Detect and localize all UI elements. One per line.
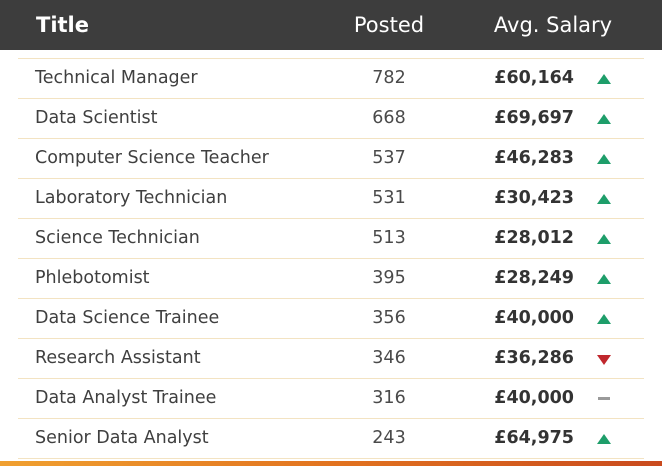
table-row[interactable]: Computer Science Teacher 537 £46,283 xyxy=(18,139,644,179)
job-title: Data Science Trainee xyxy=(35,308,220,328)
table-row[interactable]: Science Technician 513 £28,012 xyxy=(18,219,644,259)
column-header-posted[interactable]: Posted xyxy=(353,13,425,37)
job-title: Data Analyst Trainee xyxy=(35,388,217,408)
table-row[interactable]: Phlebotomist 395 £28,249 xyxy=(18,259,644,299)
avg-salary: £64,975 xyxy=(494,428,574,448)
job-title: Research Assistant xyxy=(35,348,201,368)
trend-indicator xyxy=(594,259,614,298)
posted-count: 531 xyxy=(372,188,406,208)
dash-icon xyxy=(598,397,610,400)
jobs-table: Technical Manager 782 £60,164 Data Scien… xyxy=(18,58,644,459)
table-row[interactable]: Data Science Trainee 356 £40,000 xyxy=(18,299,644,339)
posted-count: 537 xyxy=(372,148,406,168)
trend-indicator xyxy=(594,299,614,338)
avg-salary: £40,000 xyxy=(494,308,574,328)
job-title: Technical Manager xyxy=(35,68,198,88)
job-title: Computer Science Teacher xyxy=(35,148,269,168)
table-row[interactable]: Research Assistant 346 £36,286 xyxy=(18,339,644,379)
posted-count: 513 xyxy=(372,228,406,248)
posted-count: 668 xyxy=(372,108,406,128)
triangle-up-icon xyxy=(597,234,611,244)
triangle-up-icon xyxy=(597,274,611,284)
triangle-up-icon xyxy=(597,114,611,124)
posted-count: 346 xyxy=(372,348,406,368)
table-row[interactable]: Technical Manager 782 £60,164 xyxy=(18,59,644,99)
trend-indicator xyxy=(594,179,614,218)
trend-indicator xyxy=(594,99,614,138)
triangle-up-icon xyxy=(597,434,611,444)
triangle-up-icon xyxy=(597,314,611,324)
posted-count: 356 xyxy=(372,308,406,328)
trend-indicator xyxy=(594,219,614,258)
triangle-down-icon xyxy=(597,355,611,365)
triangle-up-icon xyxy=(597,74,611,84)
footer-accent-bar xyxy=(0,461,662,466)
job-title: Science Technician xyxy=(35,228,200,248)
avg-salary: £60,164 xyxy=(494,68,574,88)
column-header-title[interactable]: Title xyxy=(36,13,90,37)
trend-indicator xyxy=(594,59,614,98)
trend-indicator xyxy=(594,379,614,418)
table-row[interactable]: Data Scientist 668 £69,697 xyxy=(18,99,644,139)
avg-salary: £46,283 xyxy=(494,148,574,168)
posted-count: 782 xyxy=(372,68,406,88)
job-title: Senior Data Analyst xyxy=(35,428,209,448)
table-row[interactable]: Laboratory Technician 531 £30,423 xyxy=(18,179,644,219)
triangle-up-icon xyxy=(597,154,611,164)
avg-salary: £36,286 xyxy=(494,348,574,368)
avg-salary: £40,000 xyxy=(494,388,574,408)
posted-count: 316 xyxy=(372,388,406,408)
job-title: Data Scientist xyxy=(35,108,158,128)
trend-indicator xyxy=(594,419,614,458)
table-row[interactable]: Senior Data Analyst 243 £64,975 xyxy=(18,419,644,459)
trend-indicator xyxy=(594,339,614,378)
posted-count: 395 xyxy=(372,268,406,288)
avg-salary: £30,423 xyxy=(494,188,574,208)
posted-count: 243 xyxy=(372,428,406,448)
avg-salary: £28,249 xyxy=(494,268,574,288)
trend-indicator xyxy=(594,139,614,178)
job-title: Phlebotomist xyxy=(35,268,150,288)
avg-salary: £69,697 xyxy=(494,108,574,128)
avg-salary: £28,012 xyxy=(494,228,574,248)
table-header: Title Posted Avg. Salary xyxy=(0,0,662,50)
column-header-avg-salary[interactable]: Avg. Salary xyxy=(493,13,613,37)
table-row[interactable]: Data Analyst Trainee 316 £40,000 xyxy=(18,379,644,419)
job-title: Laboratory Technician xyxy=(35,188,228,208)
triangle-up-icon xyxy=(597,194,611,204)
